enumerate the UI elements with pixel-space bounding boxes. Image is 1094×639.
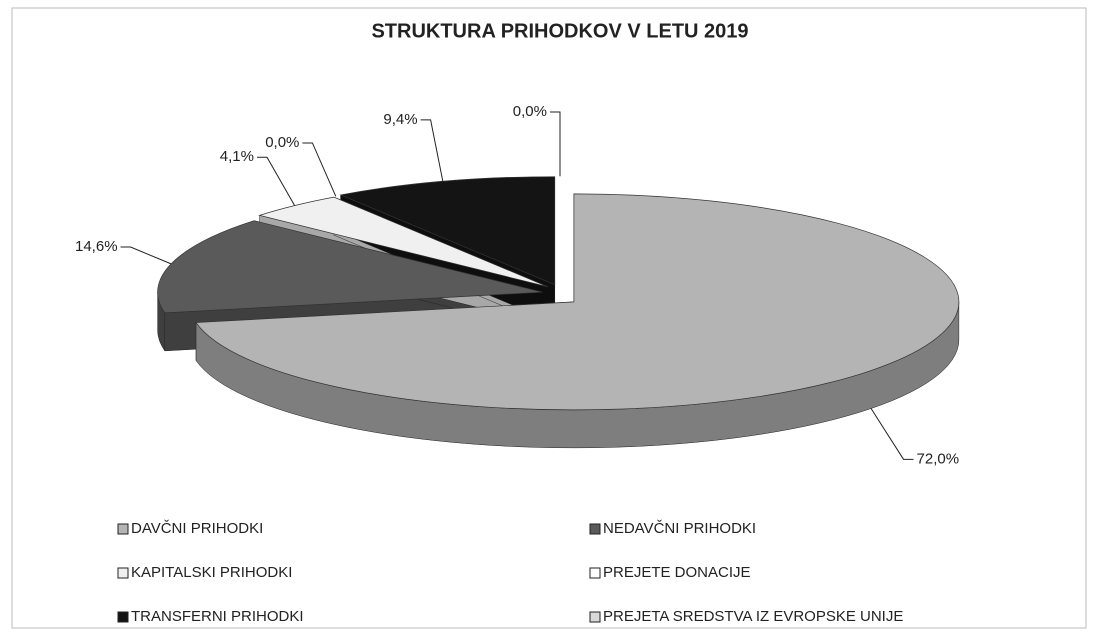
data-label: 9,4%: [383, 111, 417, 128]
legend-swatch: [117, 567, 129, 579]
data-label: 72,0%: [917, 450, 960, 467]
data-label: 4,1%: [220, 148, 254, 165]
slice: [195, 193, 960, 411]
legend-label: TRANSFERNI PRIHODKI: [131, 608, 304, 625]
legend-swatch: [117, 523, 129, 535]
legend-label: PREJETA SREDSTVA IZ EVROPSKE UNIJE: [603, 608, 903, 625]
slice: [258, 196, 549, 288]
leader-line: [420, 119, 444, 182]
data-label: 0,0%: [513, 103, 547, 120]
leader-line: [257, 156, 296, 206]
leader-line: [302, 142, 337, 197]
legend-label: PREJETE DONACIJE: [603, 564, 751, 581]
leader-line: [550, 111, 561, 177]
legend-swatch: [589, 523, 601, 535]
chart-title: STRUKTURA PRIHODKOV V LETU 2019: [371, 20, 748, 42]
legend-swatch: [589, 611, 601, 623]
legend-label: DAVČNI PRIHODKI: [131, 520, 263, 537]
data-label: 0,0%: [265, 134, 299, 151]
data-label: 14,6%: [75, 238, 118, 255]
leader-line: [120, 246, 172, 265]
legend-label: KAPITALSKI PRIHODKI: [131, 564, 292, 581]
leader-line: [870, 408, 914, 460]
slice: [339, 176, 556, 286]
legend-swatch: [117, 611, 129, 623]
legend-swatch: [589, 567, 601, 579]
legend-label: NEDAVČNI PRIHODKI: [603, 520, 756, 537]
